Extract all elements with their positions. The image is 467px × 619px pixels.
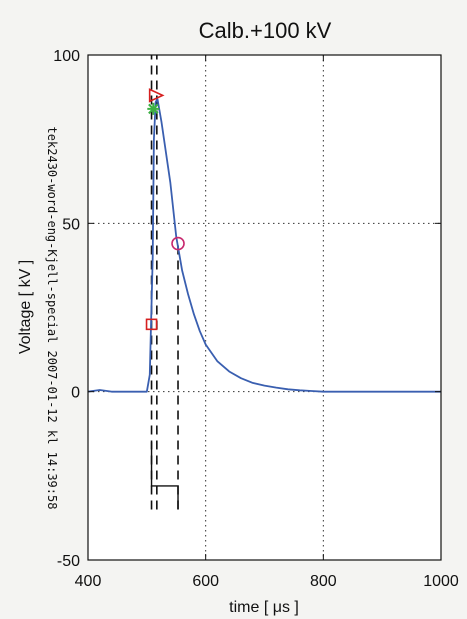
x-tick-label: 800 [310,573,337,590]
x-tick-label: 600 [192,573,219,590]
markers [145,88,185,331]
y-tick-label: 100 [53,48,80,65]
x-tick-label: 400 [75,573,102,590]
star-marker-stroke [148,103,159,115]
circle-marker [171,236,185,251]
y-axis-title: Voltage [ kV ] [17,260,34,354]
series-layer [87,97,441,393]
triangle-marker [148,88,165,103]
y-tick-label: 0 [71,385,80,402]
x-tick-label: 1000 [423,573,459,590]
y-tick-label: -50 [57,553,80,570]
ticks: 400 600 800 1000 -50 0 50 100 [53,48,459,590]
grid [88,55,441,560]
plot-area [88,55,441,560]
y-tick-label: 50 [62,216,80,233]
plot-frame [87,54,442,561]
star-marker [147,102,160,115]
side-note: tek2430-word-eng-Kjell-special 2007-01-1… [45,127,59,510]
waveform-line [87,97,441,393]
x-axis-title: time [ μs ] [229,599,299,616]
chart-title: Calb.+100 kV [199,18,332,43]
reference-segment [150,442,179,510]
square-marker [145,318,158,331]
